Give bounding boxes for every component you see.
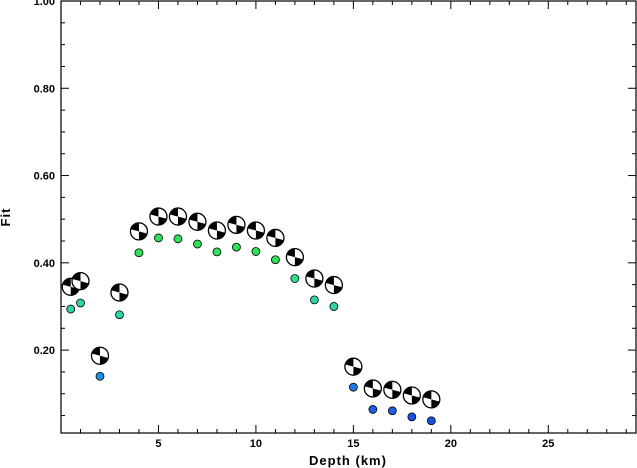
y-tick-label: 0.20 — [34, 345, 55, 357]
mechanism-beachball — [285, 247, 305, 267]
fit-dot — [368, 405, 378, 414]
fit-dot — [329, 302, 339, 311]
fit-dot — [426, 416, 436, 426]
y-axis-label: Fit — [0, 208, 13, 227]
mechanism-beachball — [383, 380, 402, 399]
fit-dot — [212, 247, 222, 257]
fit-dot — [115, 310, 124, 320]
mechanism-beachball — [188, 212, 207, 231]
fit-dot — [290, 274, 300, 283]
fit-dot — [154, 233, 163, 243]
x-tick-label: 15 — [347, 438, 359, 450]
axis-ticks: 5 10 15 20 25 0.20 0.40 0.60 0.80 1.00 — [34, 0, 636, 450]
fit-dot — [309, 295, 319, 305]
mechanism-beachball — [207, 221, 227, 240]
x-tick-label: 25 — [542, 438, 554, 450]
fit-dot — [173, 234, 183, 244]
fit-dot — [387, 406, 397, 416]
mechanism-beachball — [129, 222, 149, 241]
fit-dot — [76, 298, 85, 308]
plot-frame — [60, 0, 637, 434]
x-tick-label: 10 — [250, 438, 262, 450]
y-tick-label: 0.40 — [34, 258, 55, 270]
fit-dot — [193, 239, 202, 249]
fit-dot — [232, 242, 241, 252]
mechanism-beachball — [168, 207, 188, 226]
fit-dot — [407, 412, 417, 422]
mechanism-beachball — [227, 215, 246, 235]
y-tick-label: 1.00 — [34, 0, 55, 8]
mechanism-beachball — [305, 269, 324, 288]
x-axis-label: Depth (km) — [309, 453, 387, 468]
fit-dot — [66, 304, 76, 314]
mechanism-beachball — [149, 207, 168, 226]
mechanism-beachball — [422, 390, 441, 409]
mechanism-beachball — [324, 275, 344, 295]
mechanism-beachball — [90, 346, 110, 365]
mechanism-beachball — [344, 357, 363, 376]
mechanism-beachball — [402, 386, 421, 405]
fit-dot — [95, 371, 105, 381]
y-tick-label: 0.60 — [34, 171, 55, 183]
fit-dot — [271, 255, 280, 265]
fit-dot — [348, 382, 358, 392]
fit-dot — [251, 247, 261, 256]
mechanism-beachball — [363, 379, 383, 398]
mechanism-beachball — [110, 283, 129, 302]
data-marks — [61, 207, 441, 426]
y-tick-label: 0.80 — [34, 83, 55, 95]
x-tick-label: 20 — [445, 438, 457, 450]
mechanism-beachball — [266, 228, 285, 248]
x-tick-label: 5 — [155, 438, 161, 450]
fit-dot — [134, 248, 144, 258]
mechanism-beachball — [246, 221, 266, 240]
mechanism-beachball — [71, 271, 90, 291]
